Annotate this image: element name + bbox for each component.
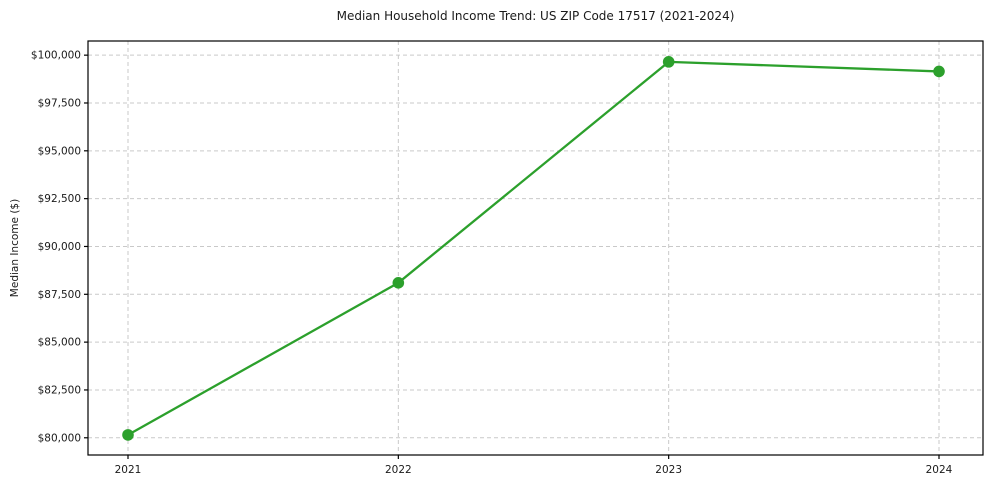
data-point-2024 bbox=[933, 65, 945, 78]
y-tick-label: $87,500 bbox=[38, 289, 81, 301]
x-tick-label: 2021 bbox=[115, 464, 142, 476]
x-tick-label: 2022 bbox=[385, 464, 412, 476]
x-tick-label: 2024 bbox=[926, 464, 953, 476]
y-axis-label: Median Income ($) bbox=[9, 199, 21, 297]
y-tick-label: $97,500 bbox=[38, 97, 81, 109]
y-tick-label: $92,500 bbox=[38, 193, 81, 205]
income-trend-line bbox=[126, 60, 941, 437]
data-point-2023 bbox=[662, 56, 675, 68]
x-tick-label: 2023 bbox=[655, 464, 682, 476]
data-point-2021 bbox=[122, 429, 134, 441]
y-tick-label: $85,000 bbox=[38, 337, 81, 349]
plot-border bbox=[87, 40, 984, 456]
chart-title: Median Household Income Trend: US ZIP Co… bbox=[336, 9, 735, 23]
y-tick-label: $80,000 bbox=[38, 432, 81, 444]
y-tick-label: $100,000 bbox=[31, 50, 81, 62]
y-tick-label: $90,000 bbox=[38, 241, 81, 253]
data-point-2022 bbox=[392, 277, 405, 289]
y-tick-label: $95,000 bbox=[38, 145, 81, 157]
y-tick-label: $82,500 bbox=[38, 384, 81, 396]
